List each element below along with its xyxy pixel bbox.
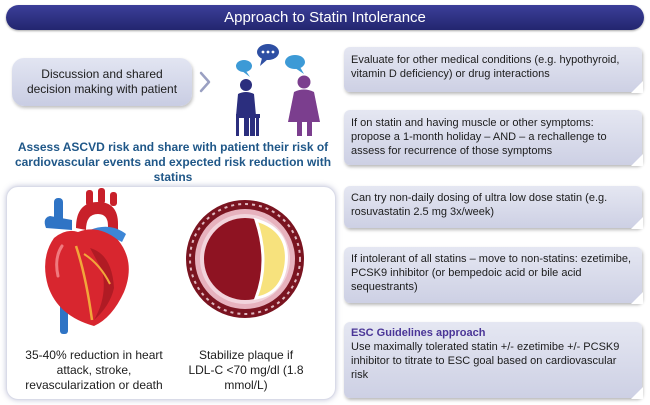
step-box-holiday: If on statin and having muscle or other … — [344, 110, 643, 166]
step-text: If intolerant of all statins – move to n… — [351, 253, 632, 293]
artery-plaque-illustration — [186, 200, 304, 318]
plaque-caption: Stabilize plaque if LDL-C <70 mg/dl (1.8… — [188, 348, 304, 392]
discussion-text: Discussion and shared decision making wi… — [26, 67, 178, 96]
step-box-non-daily: Can try non-daily dosing of ultra low do… — [344, 186, 643, 229]
arrow-right-icon — [199, 71, 211, 93]
discussion-pill: Discussion and shared decision making wi… — [12, 58, 192, 106]
esc-guidelines-box: ESC Guidelines approach Use maximally to… — [344, 322, 643, 399]
assess-risk-text: Assess ASCVD risk and share with patient… — [14, 140, 332, 184]
step-text: If on statin and having muscle or other … — [351, 117, 607, 157]
people-talking-illustration — [236, 44, 320, 136]
step-text: Can try non-daily dosing of ultra low do… — [351, 192, 608, 218]
step-box-evaluate: Evaluate for other medical conditions (e… — [344, 47, 643, 93]
page-title: Approach to Statin Intolerance — [6, 5, 644, 30]
heart-illustration — [44, 188, 129, 334]
step-box-non-statins: If intolerant of all statins – move to n… — [344, 247, 643, 304]
heart-caption: 35-40% reduction in heart attack, stroke… — [25, 348, 163, 392]
esc-title: ESC Guidelines approach — [351, 327, 486, 339]
step-text: Evaluate for other medical conditions (e… — [351, 54, 620, 80]
esc-body: Use maximally tolerated statin +/- ezeti… — [351, 341, 620, 381]
